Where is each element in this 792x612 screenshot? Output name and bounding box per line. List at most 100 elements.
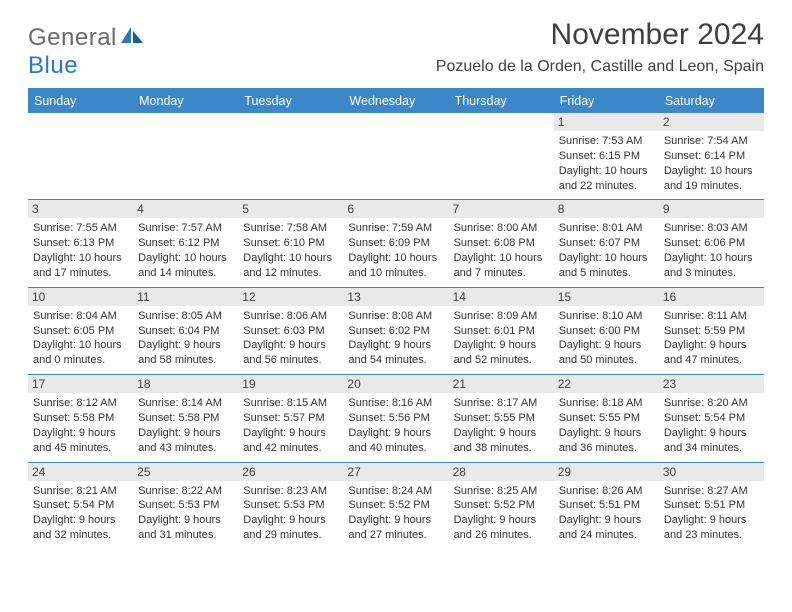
day-sunrise: Sunrise: 8:08 AM [348, 309, 443, 324]
day-daylight1: Daylight: 9 hours [559, 513, 654, 528]
weeks-container: 1Sunrise: 7:53 AMSunset: 6:15 PMDaylight… [28, 113, 764, 549]
day-sunrise: Sunrise: 8:01 AM [559, 221, 654, 236]
day-info: Sunrise: 8:09 AMSunset: 6:01 PMDaylight:… [454, 309, 549, 368]
day-header-thursday: Thursday [449, 88, 554, 113]
day-number: 11 [133, 288, 238, 306]
day-info: Sunrise: 8:11 AMSunset: 5:59 PMDaylight:… [664, 309, 759, 368]
day-number: 28 [449, 463, 554, 481]
day-daylight1: Daylight: 9 hours [454, 338, 549, 353]
day-number: 12 [238, 288, 343, 306]
day-daylight2: and 56 minutes. [243, 353, 338, 368]
day-header-tuesday: Tuesday [238, 88, 343, 113]
day-sunrise: Sunrise: 8:00 AM [454, 221, 549, 236]
day-sunrise: Sunrise: 8:17 AM [454, 396, 549, 411]
day-daylight2: and 45 minutes. [33, 441, 128, 456]
day-daylight1: Daylight: 9 hours [243, 426, 338, 441]
day-sunset: Sunset: 5:55 PM [559, 411, 654, 426]
day-daylight2: and 40 minutes. [348, 441, 443, 456]
day-daylight2: and 22 minutes. [559, 179, 654, 194]
day-number: 22 [554, 375, 659, 393]
day-sunrise: Sunrise: 8:22 AM [138, 484, 233, 499]
day-info: Sunrise: 7:53 AMSunset: 6:15 PMDaylight:… [559, 134, 654, 193]
day-info: Sunrise: 8:24 AMSunset: 5:52 PMDaylight:… [348, 484, 443, 543]
day-daylight2: and 47 minutes. [664, 353, 759, 368]
day-sunset: Sunset: 6:00 PM [559, 324, 654, 339]
day-cell: 30Sunrise: 8:27 AMSunset: 5:51 PMDayligh… [659, 463, 764, 549]
day-info: Sunrise: 7:57 AMSunset: 6:12 PMDaylight:… [138, 221, 233, 280]
logo: GeneralBlue [28, 24, 145, 80]
day-sunset: Sunset: 6:08 PM [454, 236, 549, 251]
logo-text: GeneralBlue [28, 24, 145, 80]
day-number: 16 [659, 288, 764, 306]
day-cell: 12Sunrise: 8:06 AMSunset: 6:03 PMDayligh… [238, 288, 343, 374]
day-cell: 10Sunrise: 8:04 AMSunset: 6:05 PMDayligh… [28, 288, 133, 374]
day-cell: 25Sunrise: 8:22 AMSunset: 5:53 PMDayligh… [133, 463, 238, 549]
day-sunrise: Sunrise: 7:58 AM [243, 221, 338, 236]
day-cell: 22Sunrise: 8:18 AMSunset: 5:55 PMDayligh… [554, 375, 659, 461]
day-daylight2: and 36 minutes. [559, 441, 654, 456]
day-sunset: Sunset: 6:15 PM [559, 149, 654, 164]
day-daylight1: Daylight: 9 hours [664, 426, 759, 441]
day-info: Sunrise: 7:54 AMSunset: 6:14 PMDaylight:… [664, 134, 759, 193]
day-sunrise: Sunrise: 8:15 AM [243, 396, 338, 411]
day-daylight2: and 19 minutes. [664, 179, 759, 194]
day-number: 15 [554, 288, 659, 306]
day-cell: 19Sunrise: 8:15 AMSunset: 5:57 PMDayligh… [238, 375, 343, 461]
day-daylight2: and 0 minutes. [33, 353, 128, 368]
day-sunrise: Sunrise: 7:59 AM [348, 221, 443, 236]
logo-text-general: General [28, 24, 117, 51]
day-daylight2: and 17 minutes. [33, 266, 128, 281]
day-daylight1: Daylight: 10 hours [348, 251, 443, 266]
day-cell: 7Sunrise: 8:00 AMSunset: 6:08 PMDaylight… [449, 200, 554, 286]
day-number: 5 [238, 200, 343, 218]
day-daylight1: Daylight: 10 hours [559, 164, 654, 179]
day-cell: 14Sunrise: 8:09 AMSunset: 6:01 PMDayligh… [449, 288, 554, 374]
day-daylight1: Daylight: 9 hours [664, 338, 759, 353]
day-number: 30 [659, 463, 764, 481]
day-sunrise: Sunrise: 8:06 AM [243, 309, 338, 324]
day-cell: 8Sunrise: 8:01 AMSunset: 6:07 PMDaylight… [554, 200, 659, 286]
day-number: 25 [133, 463, 238, 481]
day-number: 20 [343, 375, 448, 393]
day-cell: 20 Sunrise: 8:16 AMSunset: 5:56 PMDayligh… [343, 375, 448, 461]
logo-text-blue: Blue [28, 52, 78, 79]
day-sunrise: Sunrise: 8:16 AM [348, 396, 443, 411]
day-number: 13 [343, 288, 448, 306]
day-sunset: Sunset: 5:58 PM [138, 411, 233, 426]
location: Pozuelo de la Orden, Castille and Leon, … [436, 58, 764, 76]
day-sunset: Sunset: 6:04 PM [138, 324, 233, 339]
day-sunrise: Sunrise: 8:05 AM [138, 309, 233, 324]
day-daylight1: Daylight: 9 hours [138, 426, 233, 441]
day-daylight1: Daylight: 9 hours [348, 338, 443, 353]
day-sunrise: Sunrise: 8:27 AM [664, 484, 759, 499]
day-sunrise: Sunrise: 8:26 AM [559, 484, 654, 499]
day-daylight1: Daylight: 10 hours [664, 164, 759, 179]
day-cell: 26Sunrise: 8:23 AMSunset: 5:53 PMDayligh… [238, 463, 343, 549]
day-daylight2: and 12 minutes. [243, 266, 338, 281]
day-sunrise: Sunrise: 8:04 AM [33, 309, 128, 324]
day-sunset: Sunset: 5:55 PM [454, 411, 549, 426]
day-info: Sunrise: 8:14 AMSunset: 5:58 PMDaylight:… [138, 396, 233, 455]
day-info: Sunrise: 8:05 AMSunset: 6:04 PMDaylight:… [138, 309, 233, 368]
day-number: 19 [238, 375, 343, 393]
day-sunset: Sunset: 5:52 PM [454, 498, 549, 513]
day-daylight2: and 58 minutes. [138, 353, 233, 368]
day-cell: 15Sunrise: 8:10 AMSunset: 6:00 PMDayligh… [554, 288, 659, 374]
day-number: 17 [28, 375, 133, 393]
day-number: 3 [28, 200, 133, 218]
day-number: 4 [133, 200, 238, 218]
day-cell: 1Sunrise: 7:53 AMSunset: 6:15 PMDaylight… [554, 113, 659, 199]
day-info: Sunrise: 8:21 AMSunset: 5:54 PMDaylight:… [33, 484, 128, 543]
day-daylight2: and 7 minutes. [454, 266, 549, 281]
day-cell: 4 Sunrise: 7:57 AMSunset: 6:12 PMDaylight… [133, 200, 238, 286]
day-info: Sunrise: 8:16 AMSunset: 5:56 PMDaylight:… [348, 396, 443, 455]
day-daylight1: Daylight: 10 hours [559, 251, 654, 266]
week-row: 10Sunrise: 8:04 AMSunset: 6:05 PMDayligh… [28, 287, 764, 374]
day-sunset: Sunset: 5:58 PM [33, 411, 128, 426]
day-sunset: Sunset: 6:14 PM [664, 149, 759, 164]
week-row: 1Sunrise: 7:53 AMSunset: 6:15 PMDaylight… [28, 113, 764, 199]
day-daylight2: and 43 minutes. [138, 441, 233, 456]
day-daylight1: Daylight: 10 hours [243, 251, 338, 266]
day-daylight1: Daylight: 9 hours [138, 513, 233, 528]
day-daylight2: and 42 minutes. [243, 441, 338, 456]
